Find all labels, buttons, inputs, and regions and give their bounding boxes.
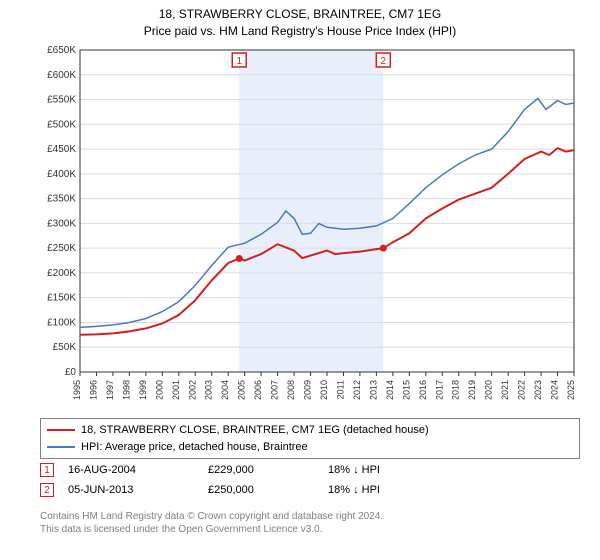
legend-label: 18, STRAWBERRY CLOSE, BRAINTREE, CM7 1EG…: [81, 422, 429, 439]
transaction-marker-sq: 1: [40, 463, 54, 477]
x-tick-label: 2009: [303, 380, 313, 400]
footer-attribution: Contains HM Land Registry data © Crown c…: [40, 510, 580, 536]
x-tick-label: 2012: [352, 380, 362, 400]
x-tick-label: 2021: [500, 380, 510, 400]
x-tick-label: 2005: [237, 380, 247, 400]
transaction-row: 1 16-AUG-2004£229,00018% ↓ HPI: [40, 460, 580, 480]
x-tick-label: 2015: [401, 380, 411, 400]
date-band: [239, 50, 383, 372]
y-tick-label: £50K: [53, 342, 77, 353]
x-tick-label: 2001: [171, 380, 181, 400]
y-tick-label: £550K: [47, 95, 76, 106]
x-tick-label: 2011: [335, 380, 345, 399]
y-tick-label: £350K: [47, 194, 76, 205]
y-tick-label: £0: [65, 367, 77, 378]
y-tick-label: £150K: [47, 293, 76, 304]
x-tick-label: 2003: [204, 380, 214, 400]
title-line1: 18, STRAWBERRY CLOSE, BRAINTREE, CM7 1EG: [0, 6, 600, 23]
x-tick-label: 2010: [319, 380, 329, 400]
y-tick-label: £100K: [47, 317, 76, 328]
transaction-marker: [380, 245, 387, 252]
x-tick-label: 2006: [253, 380, 263, 400]
x-tick-label: 1996: [88, 380, 98, 400]
price-chart: £0 £50K £100K £150K £200K £250K £300K £350K £400…: [40, 44, 580, 404]
footer-line2: This data is licensed under the Open Gov…: [40, 523, 580, 536]
annotation-label: 1: [236, 56, 242, 67]
y-tick-label: £400K: [47, 169, 76, 180]
y-tick-label: £500K: [47, 119, 76, 130]
y-tick-label: £600K: [47, 70, 76, 81]
transaction-delta: 18% ↓ HPI: [328, 464, 448, 476]
y-tick-label: £450K: [47, 144, 76, 155]
x-tick-label: 2014: [385, 380, 395, 400]
title-line2: Price paid vs. HM Land Registry's House …: [0, 23, 600, 40]
x-tick-label: 2017: [434, 380, 444, 400]
transaction-price: £229,000: [208, 464, 328, 476]
y-tick-label: £300K: [47, 218, 76, 229]
x-tick-label: 1997: [105, 380, 115, 400]
transaction-table: 1 16-AUG-2004£229,00018% ↓ HPI 2 05-JUN-201…: [40, 460, 580, 500]
x-tick-label: 2022: [517, 380, 527, 400]
transaction-marker: [236, 255, 243, 262]
x-tick-label: 2025: [566, 380, 576, 400]
x-tick-label: 2013: [368, 380, 378, 400]
annotation-label: 2: [381, 56, 387, 67]
chart-title: 18, STRAWBERRY CLOSE, BRAINTREE, CM7 1EG…: [0, 0, 600, 40]
legend-item: HPI: Average price, detached house, Brai…: [47, 439, 573, 456]
x-tick-label: 2024: [550, 380, 560, 400]
transaction-marker-sq: 2: [40, 483, 54, 497]
transaction-date: 05-JUN-2013: [68, 484, 208, 496]
x-tick-label: 2018: [451, 380, 461, 400]
y-tick-label: £250K: [47, 243, 76, 254]
chart-svg: £0 £50K £100K £150K £200K £250K £300K £350K £400…: [40, 44, 580, 404]
transaction-date: 16-AUG-2004: [68, 464, 208, 476]
x-tick-label: 2002: [187, 380, 197, 400]
legend-swatch: [47, 429, 75, 431]
x-tick-label: 1998: [121, 380, 131, 400]
x-tick-label: 1995: [72, 380, 82, 400]
footer-line1: Contains HM Land Registry data © Crown c…: [40, 510, 580, 523]
x-tick-label: 2004: [220, 380, 230, 400]
legend: 18, STRAWBERRY CLOSE, BRAINTREE, CM7 1EG…: [40, 418, 580, 459]
x-tick-label: 2008: [286, 380, 296, 400]
transaction-price: £250,000: [208, 484, 328, 496]
x-tick-label: 2023: [533, 380, 543, 400]
legend-swatch: [47, 446, 75, 448]
x-tick-label: 2019: [467, 380, 477, 400]
y-tick-label: £650K: [47, 45, 76, 56]
y-tick-label: £200K: [47, 268, 76, 279]
legend-label: HPI: Average price, detached house, Brai…: [81, 439, 308, 456]
x-tick-label: 2007: [270, 380, 280, 400]
x-tick-label: 2000: [154, 380, 164, 400]
transaction-row: 2 05-JUN-2013£250,00018% ↓ HPI: [40, 480, 580, 500]
x-tick-label: 2016: [418, 380, 428, 400]
x-tick-label: 1999: [138, 380, 148, 400]
transaction-delta: 18% ↓ HPI: [328, 484, 448, 496]
legend-item: 18, STRAWBERRY CLOSE, BRAINTREE, CM7 1EG…: [47, 422, 573, 439]
x-tick-label: 2020: [484, 380, 494, 400]
